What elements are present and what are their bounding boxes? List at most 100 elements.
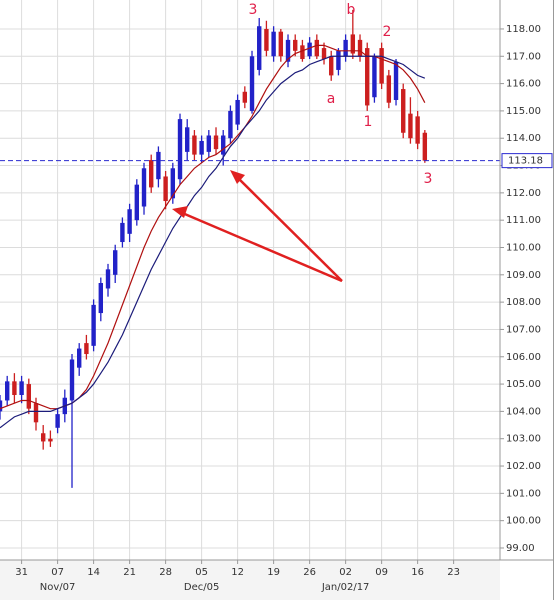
x-tick-label: 28 — [159, 567, 172, 578]
annotation: 2 — [383, 24, 392, 40]
candle-body — [77, 348, 82, 368]
y-tick-label: 108.00 — [506, 297, 541, 308]
candle-body — [213, 135, 219, 150]
candle-body — [401, 89, 406, 133]
y-tick-label: 106.00 — [506, 352, 541, 363]
candle-body — [285, 39, 291, 62]
candle-body — [41, 433, 46, 442]
arrow — [179, 210, 343, 283]
candle-body — [336, 50, 341, 70]
arrow — [235, 175, 343, 282]
candle-body — [141, 168, 147, 207]
candle-body — [206, 135, 212, 152]
x-axis-area — [0, 560, 500, 600]
candle-body — [149, 160, 154, 188]
last-price-label: 113.18 — [508, 156, 543, 167]
annotation: 3 — [249, 2, 258, 18]
candle-body — [300, 45, 305, 60]
x-tick-label: 31 — [15, 567, 28, 578]
candle-body — [357, 39, 363, 57]
candle-body — [19, 381, 24, 396]
candle-body — [134, 184, 140, 221]
candle-body — [271, 31, 276, 57]
x-tick-label: 19 — [267, 567, 280, 578]
candle-body — [127, 209, 132, 234]
candle-body — [422, 132, 428, 161]
y-tick-label: 118.00 — [506, 24, 541, 35]
candle-body — [0, 400, 3, 412]
annotation: a — [327, 91, 336, 107]
x-tick-label: 09 — [375, 567, 388, 578]
candle-body — [163, 176, 168, 202]
candle-body — [264, 28, 269, 51]
annotation: 1 — [364, 114, 373, 130]
candle-body — [26, 384, 32, 409]
candle-body — [105, 269, 111, 289]
x-tick-label: 26 — [303, 567, 316, 578]
candle-body — [257, 26, 262, 70]
arrowhead — [172, 206, 188, 218]
x-month-label: Nov/07 — [40, 582, 76, 593]
moving-average-line — [0, 55, 426, 429]
y-tick-label: 109.00 — [506, 270, 541, 281]
x-tick-label: 05 — [195, 567, 208, 578]
arrowhead — [230, 170, 245, 184]
candle-body — [69, 359, 75, 401]
last-price-box — [501, 153, 553, 169]
x-tick-label: 12 — [231, 567, 244, 578]
x-tick-label: 14 — [87, 567, 100, 578]
candle-body — [372, 56, 377, 98]
candle-body — [192, 135, 197, 155]
candle-body — [185, 127, 190, 152]
candle-body — [343, 39, 348, 57]
candle-body — [48, 438, 53, 442]
candle-body — [321, 48, 327, 60]
x-tick-label: 21 — [123, 567, 136, 578]
x-tick-label: 02 — [339, 567, 352, 578]
candle-body — [12, 381, 17, 396]
y-tick-label: 100.00 — [506, 516, 541, 527]
candle-body — [408, 113, 413, 139]
x-month-label: Dec/05 — [184, 582, 219, 593]
candle-body — [329, 56, 334, 76]
y-tick-label: 103.00 — [506, 434, 541, 445]
candle-body — [55, 414, 60, 428]
candle-body — [228, 110, 233, 139]
candle-body — [386, 75, 392, 103]
candle-body — [350, 34, 356, 54]
y-tick-label: 104.00 — [506, 406, 541, 417]
y-tick-label: 101.00 — [506, 488, 541, 499]
y-tick-label: 114.00 — [506, 133, 541, 144]
candle-body — [5, 381, 10, 401]
candle-body — [113, 250, 118, 275]
y-tick-label: 112.00 — [506, 188, 541, 199]
x-tick-label: 16 — [411, 567, 424, 578]
candle-body — [120, 222, 125, 243]
annotation: 3 — [424, 171, 433, 187]
candle-body — [170, 168, 176, 199]
candle-body — [242, 91, 248, 103]
candle-body — [307, 42, 312, 57]
candle-body — [199, 140, 204, 155]
annotation: b — [347, 2, 356, 18]
candle-body — [249, 56, 255, 111]
plot — [0, 9, 500, 488]
x-month-label: Jan/02/17 — [321, 582, 370, 593]
y-tick-label: 117.00 — [506, 51, 541, 62]
candle-body — [177, 119, 183, 180]
candle-body — [314, 39, 320, 57]
y-tick-label: 99.00 — [506, 543, 535, 554]
candle-body — [98, 283, 104, 314]
candle-body — [415, 116, 420, 144]
candle-body — [293, 39, 298, 51]
candle-body — [379, 48, 384, 84]
arrows — [172, 170, 343, 283]
y-tick-label: 105.00 — [506, 379, 541, 390]
candle-body — [156, 151, 161, 180]
x-tick-label: 23 — [447, 567, 460, 578]
candle-body — [393, 61, 399, 100]
candle-body — [235, 99, 240, 125]
